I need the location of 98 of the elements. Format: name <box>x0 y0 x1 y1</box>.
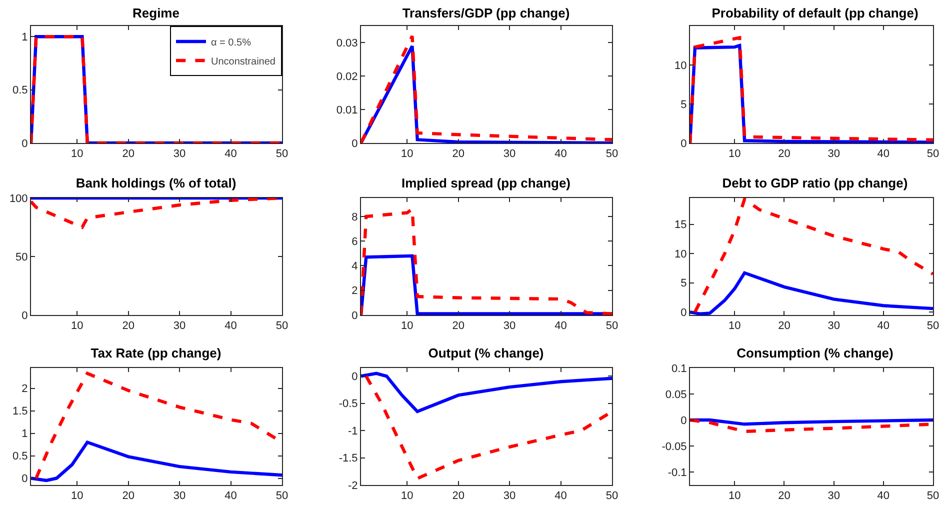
x-tick-label: 30 <box>173 148 186 160</box>
chart-title: Consumption (% change) <box>736 346 894 361</box>
x-tick-label: 30 <box>173 320 186 332</box>
x-tick-label: 40 <box>554 148 567 160</box>
y-tick-label: -1.5 <box>338 452 358 465</box>
x-tick-label: 40 <box>224 490 237 502</box>
y-tick-label: -0.5 <box>338 398 358 410</box>
x-tick-label: 50 <box>606 320 618 332</box>
y-tick-label: 100 <box>9 192 28 205</box>
line-series <box>31 440 282 482</box>
legend-label: Unconstrained <box>211 56 276 68</box>
y-tick-label: 0 <box>352 371 358 384</box>
y-tick-label: 0 <box>680 306 687 319</box>
y-tick-label: 15 <box>674 219 687 232</box>
x-tick-label: 50 <box>276 490 288 502</box>
y-tick-label: 1 <box>22 31 28 44</box>
x-tick-label: 50 <box>926 148 940 160</box>
x-tick-label: 10 <box>70 320 84 332</box>
x-tick-label: 20 <box>452 320 464 332</box>
x-tick-label: 10 <box>728 148 741 160</box>
chart-title: Tax Rate (pp change) <box>90 346 222 361</box>
y-tick-label: 0.5 <box>12 450 28 463</box>
x-tick-label: 10 <box>728 320 741 332</box>
x-tick-label: 50 <box>926 490 940 502</box>
x-tick-label: 10 <box>728 490 741 502</box>
x-tick-label: 30 <box>503 148 516 160</box>
y-tick-label: -0.05 <box>662 440 687 453</box>
legend-label: α = 0.5% <box>211 37 252 48</box>
y-tick-label: 0.01 <box>336 104 358 116</box>
x-tick-label: 40 <box>554 490 567 502</box>
y-tick-label: -1 <box>348 425 358 438</box>
y-tick-label: 0.1 <box>672 362 687 375</box>
x-tick-label: 10 <box>70 148 84 160</box>
x-tick-label: 20 <box>778 490 790 502</box>
chart-title: Implied spread (pp change) <box>401 176 571 191</box>
x-tick-label: 30 <box>173 490 186 502</box>
x-tick-label: 20 <box>452 490 464 502</box>
chart-title: Debt to GDP ratio (pp change) <box>722 176 908 191</box>
chart-title: Probability of default (pp change) <box>712 6 918 21</box>
y-tick-label: 10 <box>674 248 687 260</box>
x-tick-label: 40 <box>224 320 237 332</box>
y-tick-label: 0.02 <box>336 70 358 83</box>
x-tick-label: 40 <box>224 148 237 160</box>
x-tick-label: 50 <box>276 320 288 332</box>
x-tick-label: 50 <box>606 490 618 502</box>
line-series <box>361 372 612 414</box>
y-tick-label: 4 <box>352 260 358 273</box>
y-tick-label: 1 <box>22 428 28 440</box>
x-tick-label: 50 <box>276 148 288 160</box>
x-tick-label: 20 <box>122 320 134 332</box>
y-tick-label: 2 <box>22 383 28 396</box>
x-tick-label: 40 <box>877 490 890 502</box>
y-tick-label: 0 <box>22 138 28 150</box>
y-tick-label: 0.03 <box>336 38 358 50</box>
line-series <box>361 207 612 315</box>
y-tick-label: -0.1 <box>668 466 687 479</box>
x-tick-label: 10 <box>400 490 414 502</box>
y-tick-label: 0 <box>680 138 687 150</box>
y-tick-label: 0 <box>22 473 28 486</box>
x-tick-label: 30 <box>828 490 840 502</box>
y-tick-label: 0 <box>352 138 358 150</box>
y-tick-label: 0 <box>352 310 358 322</box>
chart-title: Transfers/GDP (pp change) <box>402 6 570 21</box>
y-tick-label: 0 <box>680 414 687 427</box>
x-tick-label: 30 <box>503 320 516 332</box>
y-tick-label: 0 <box>22 310 28 322</box>
x-tick-label: 50 <box>606 148 618 160</box>
x-tick-label: 30 <box>828 320 840 332</box>
y-tick-label: 1.5 <box>12 406 28 418</box>
x-tick-label: 20 <box>778 148 790 160</box>
x-tick-label: 50 <box>926 320 940 332</box>
x-tick-label: 20 <box>122 148 134 160</box>
x-tick-label: 40 <box>554 320 567 332</box>
y-tick-label: 0.05 <box>665 388 687 401</box>
x-tick-label: 30 <box>503 490 516 502</box>
y-tick-label: 10 <box>674 60 687 72</box>
y-tick-label: 6 <box>352 236 358 248</box>
chart-title: Regime <box>132 6 180 21</box>
chart-title: Bank holdings (% of total) <box>76 176 236 191</box>
x-tick-label: 20 <box>452 148 464 160</box>
chart-title: Output (% change) <box>428 346 544 361</box>
y-tick-label: 50 <box>16 251 28 264</box>
x-tick-label: 10 <box>400 148 414 160</box>
x-tick-label: 20 <box>122 490 134 502</box>
x-tick-label: 30 <box>828 148 840 160</box>
y-tick-label: 2 <box>352 285 358 298</box>
x-tick-label: 40 <box>877 148 890 160</box>
x-tick-label: 40 <box>877 320 890 332</box>
y-tick-label: 8 <box>352 211 358 224</box>
x-tick-label: 10 <box>400 320 414 332</box>
y-tick-label: -2 <box>348 480 358 492</box>
y-tick-label: 0.5 <box>12 84 28 97</box>
x-tick-label: 20 <box>778 320 790 332</box>
line-series <box>690 271 933 315</box>
y-tick-label: 5 <box>680 98 687 111</box>
x-tick-label: 10 <box>70 490 84 502</box>
y-tick-label: 5 <box>680 278 687 290</box>
line-series <box>693 198 933 314</box>
